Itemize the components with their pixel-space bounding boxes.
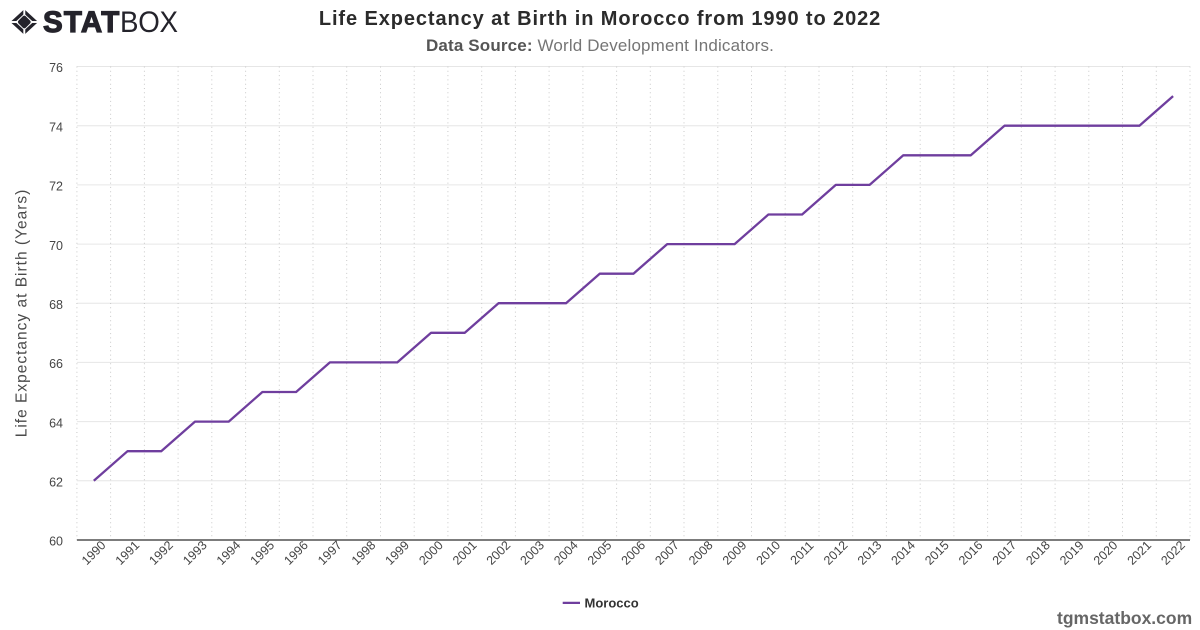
svg-text:1995: 1995 bbox=[248, 538, 278, 568]
svg-text:2020: 2020 bbox=[1091, 538, 1121, 568]
svg-text:1992: 1992 bbox=[146, 538, 176, 568]
svg-text:2017: 2017 bbox=[990, 538, 1020, 568]
svg-text:2013: 2013 bbox=[855, 538, 885, 568]
svg-text:1997: 1997 bbox=[315, 538, 345, 568]
svg-text:2010: 2010 bbox=[754, 538, 784, 568]
svg-text:2004: 2004 bbox=[551, 538, 581, 568]
svg-text:2016: 2016 bbox=[956, 538, 986, 568]
svg-text:1998: 1998 bbox=[349, 538, 379, 568]
svg-text:1993: 1993 bbox=[180, 538, 210, 568]
svg-text:1991: 1991 bbox=[113, 538, 143, 568]
svg-text:2006: 2006 bbox=[619, 538, 649, 568]
svg-text:2012: 2012 bbox=[821, 538, 851, 568]
svg-text:2002: 2002 bbox=[484, 538, 514, 568]
svg-text:2022: 2022 bbox=[1158, 538, 1188, 568]
svg-text:64: 64 bbox=[49, 416, 63, 430]
svg-text:1999: 1999 bbox=[383, 538, 413, 568]
svg-text:1994: 1994 bbox=[214, 538, 244, 568]
svg-text:74: 74 bbox=[49, 120, 63, 134]
svg-text:2001: 2001 bbox=[450, 538, 480, 568]
svg-text:72: 72 bbox=[49, 180, 63, 194]
svg-text:66: 66 bbox=[49, 357, 63, 371]
svg-text:Morocco: Morocco bbox=[585, 596, 639, 611]
svg-text:2009: 2009 bbox=[720, 538, 750, 568]
svg-text:2003: 2003 bbox=[518, 538, 548, 568]
svg-text:1990: 1990 bbox=[79, 538, 109, 568]
svg-text:2000: 2000 bbox=[416, 538, 446, 568]
svg-text:2008: 2008 bbox=[686, 538, 716, 568]
svg-text:1996: 1996 bbox=[281, 538, 311, 568]
svg-text:2014: 2014 bbox=[889, 538, 919, 568]
svg-text:2018: 2018 bbox=[1023, 538, 1053, 568]
svg-text:76: 76 bbox=[49, 61, 63, 75]
svg-text:2019: 2019 bbox=[1057, 538, 1087, 568]
svg-text:2007: 2007 bbox=[652, 538, 682, 568]
svg-text:60: 60 bbox=[49, 535, 63, 549]
svg-text:70: 70 bbox=[49, 239, 63, 253]
svg-text:68: 68 bbox=[49, 298, 63, 312]
svg-text:2021: 2021 bbox=[1125, 538, 1155, 568]
svg-text:62: 62 bbox=[49, 476, 63, 490]
svg-text:Life Expectancy at Birth (Year: Life Expectancy at Birth (Years) bbox=[14, 189, 31, 438]
svg-text:2005: 2005 bbox=[585, 538, 615, 568]
svg-text:2015: 2015 bbox=[922, 538, 952, 568]
svg-text:2011: 2011 bbox=[788, 539, 817, 568]
